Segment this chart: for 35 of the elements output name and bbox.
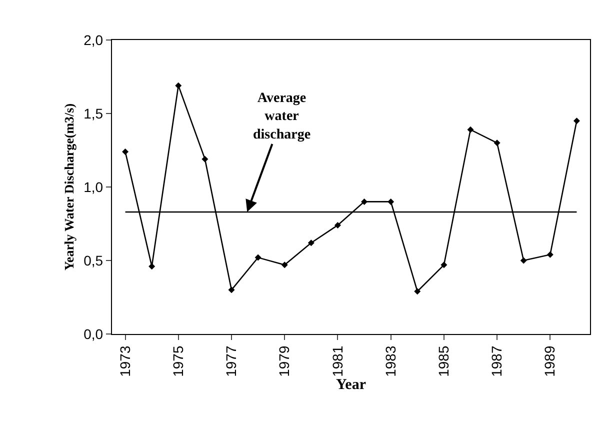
x-tick-label: 1983 [382,346,398,377]
point [148,263,156,270]
x-axis-title: Year [336,376,366,393]
ref-line-label: Average water discharge [253,91,311,142]
point [467,126,474,133]
point [520,257,527,264]
x-tick-label: 1989 [542,346,558,377]
y-tick-label: 1,5 [84,105,104,122]
point [546,251,554,258]
point [308,240,314,246]
x-tick-label: 1973 [116,346,133,377]
x-tick-label: 1977 [223,346,240,377]
point [494,140,500,146]
point [228,286,235,294]
y-axis-title: Yearly Water Discharge(m3/s) [62,103,77,271]
x-tick-label: 1975 [170,346,186,377]
x-tick-label: 1987 [488,346,505,377]
point [175,82,182,89]
y-tick-label: 1,0 [84,178,104,195]
point [254,254,262,261]
point [573,118,580,124]
x-tick-label: 1979 [276,346,292,377]
point [334,222,341,228]
point [361,198,368,205]
y-tick-label: 0,0 [84,326,104,342]
x-tick-label: 1981 [329,346,346,377]
point [281,262,288,268]
x-tick-label: 1985 [435,346,452,377]
point [440,262,448,268]
point [414,288,421,295]
y-tick-label: 2,0 [84,32,104,48]
point [122,148,129,155]
y-tick-label: 0,5 [84,252,104,268]
point [388,198,394,205]
point [202,156,208,162]
